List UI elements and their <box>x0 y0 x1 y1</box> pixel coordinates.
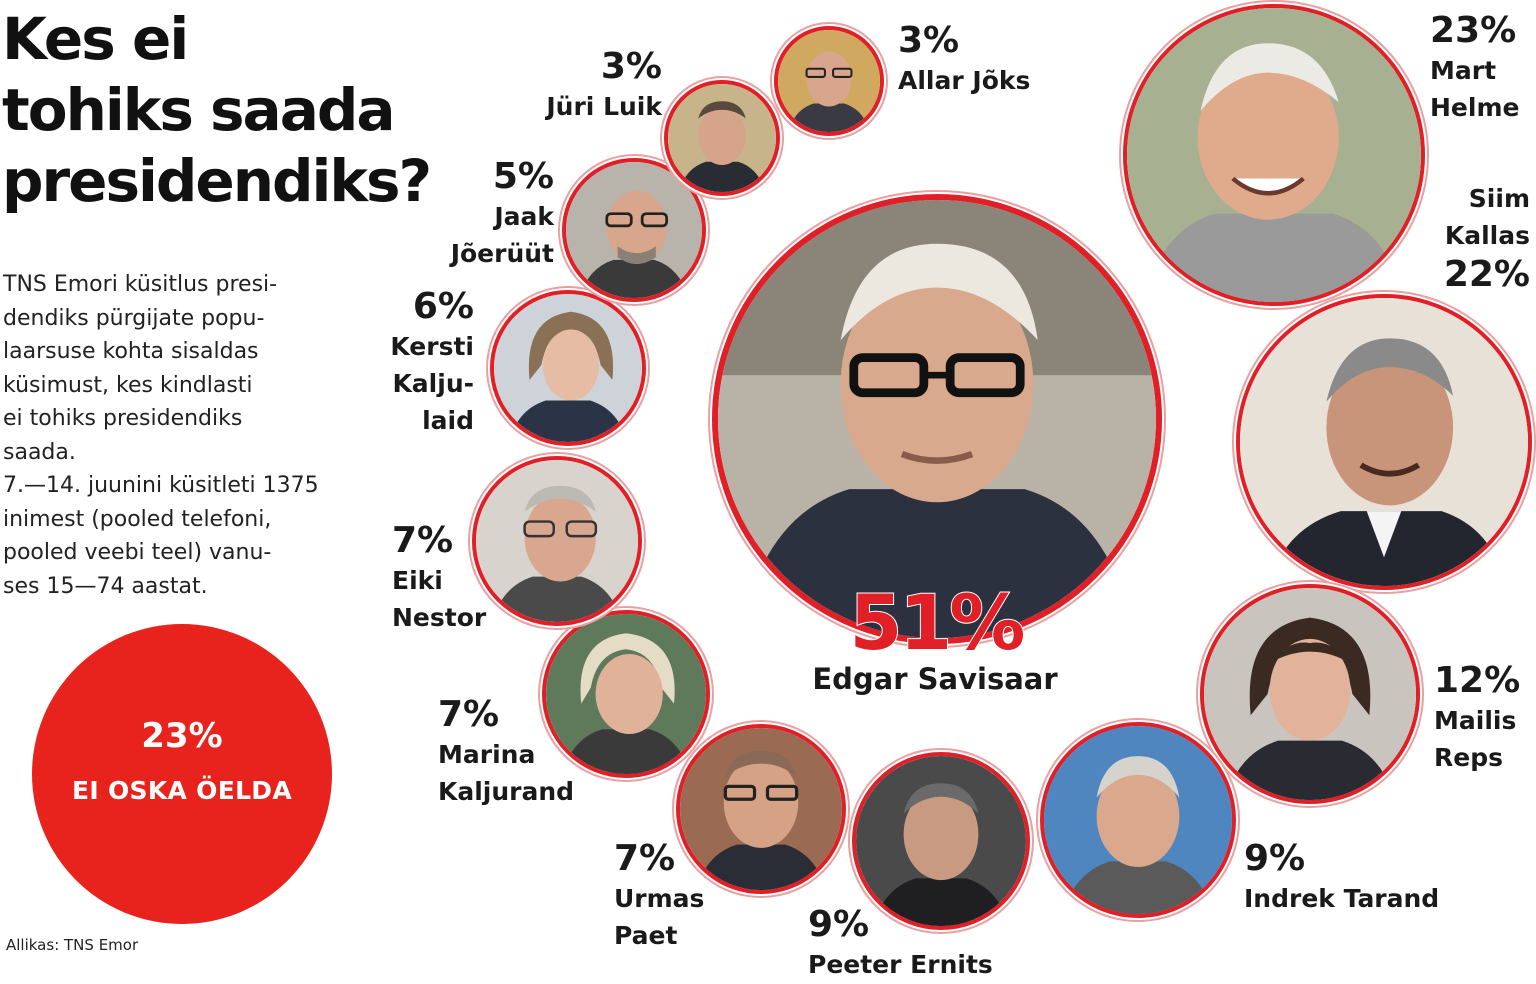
label-paet: 7% Urmas Paet <box>614 838 705 950</box>
dont-know-label: EI OSKA ÖELDA <box>71 776 293 805</box>
portrait-savisaar <box>712 194 1162 644</box>
label-nestor: 7% Eiki Nestor <box>392 520 487 632</box>
portrait-paet <box>676 724 846 894</box>
portrait-joks <box>774 26 884 136</box>
source-note: Allikas: TNS Emor <box>6 936 139 954</box>
portrait-luik <box>664 80 780 196</box>
dont-know-percent: 23% <box>141 716 223 756</box>
portrait-helme <box>1123 4 1425 306</box>
label-joeruut: 5% Jaak Jõerüüt <box>450 156 554 268</box>
label-kaljurand: 7% Marina Kaljurand <box>438 694 575 806</box>
page-title: Kes ei tohiks saada presidendiks? <box>2 5 432 215</box>
label-ernits: 9% Peeter Ernits <box>808 904 993 979</box>
portrait-kaljurand <box>542 610 710 778</box>
portrait-tarand <box>1040 722 1236 918</box>
portrait-ernits <box>852 752 1030 930</box>
label-helme: 23% Mart Helme <box>1430 10 1520 122</box>
portrait-kallas <box>1236 294 1532 590</box>
portrait-kaljulaid <box>490 290 646 446</box>
portrait-reps <box>1200 584 1420 804</box>
label-luik: 3% Jüri Luik <box>546 46 662 121</box>
portrait-nestor <box>472 456 642 626</box>
label-kaljulaid: 6% Kersti Kalju- laid <box>390 286 474 435</box>
dont-know-circle: 23% EI OSKA ÖELDA <box>32 624 332 924</box>
label-tarand: 9% Indrek Tarand <box>1244 838 1440 913</box>
label-reps: 12% Mailis Reps <box>1434 660 1521 772</box>
savisaar-name: Edgar Savisaar <box>812 662 1058 696</box>
savisaar-percent: 51% <box>849 577 1027 668</box>
label-kallas: Siim Kallas 22% <box>1443 184 1530 295</box>
survey-description: TNS Emori küsitlus presi- dendiks pürgij… <box>3 272 319 599</box>
portrait-joeruut <box>562 158 706 302</box>
label-joks: 3% Allar Jõks <box>898 20 1031 95</box>
